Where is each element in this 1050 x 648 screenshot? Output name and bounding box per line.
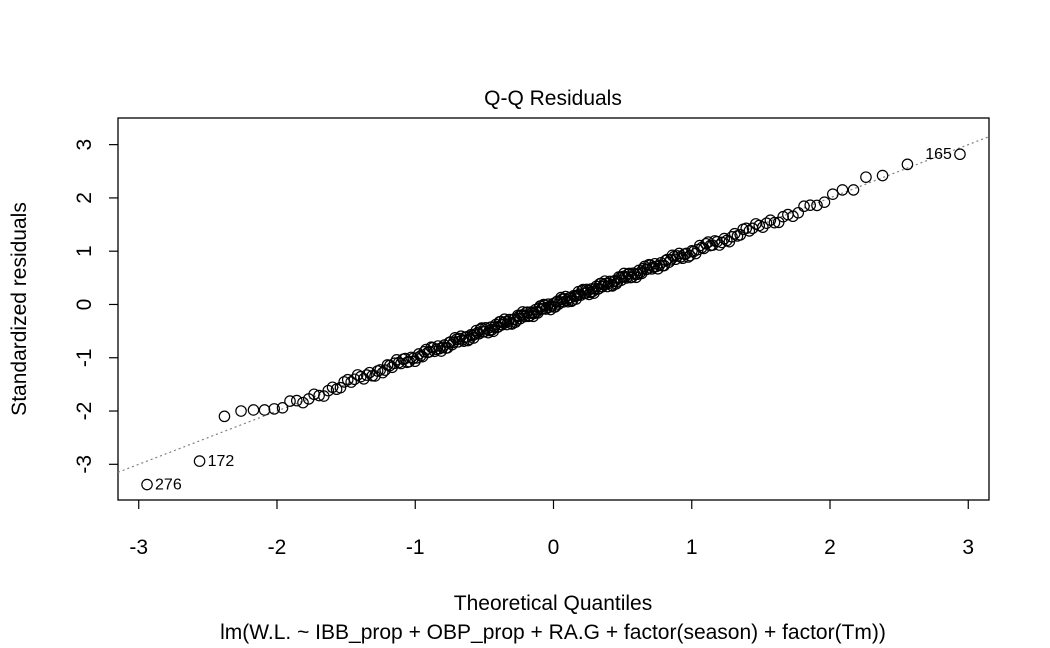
data-point [818, 196, 831, 208]
data-point [360, 369, 373, 381]
data-point [390, 353, 403, 366]
data-point [268, 403, 281, 415]
data-point [684, 249, 696, 262]
data-point [313, 389, 325, 402]
data-point [605, 279, 617, 291]
data-point [504, 317, 517, 330]
data-point [235, 405, 247, 417]
data-point [826, 188, 839, 200]
data-point [334, 381, 347, 394]
y-tick-label: -1 [73, 348, 96, 367]
y-tick-label: 3 [73, 139, 96, 151]
x-tick-label: -1 [406, 536, 425, 559]
data-point [804, 199, 817, 211]
y-tick-label: -2 [73, 402, 96, 421]
x-tick-label: 1 [686, 536, 698, 559]
point-label: 165 [925, 146, 952, 163]
y-tick-label: 2 [73, 192, 96, 204]
y-tick-label: 1 [73, 245, 96, 257]
data-point [258, 404, 271, 416]
x-axis-label: Theoretical Quantiles [454, 592, 652, 615]
data-point [836, 184, 849, 196]
data-point [768, 216, 781, 229]
data-point [757, 221, 769, 233]
data-point [634, 266, 647, 279]
data-point [901, 158, 914, 171]
data-point [193, 455, 206, 467]
model-subtitle: lm(W.L. ~ IBB_prop + OBP_prop + RA.G + f… [220, 621, 886, 644]
data-point [502, 315, 515, 328]
data-point [876, 169, 889, 182]
data-point [635, 267, 648, 280]
x-tick-label: 2 [824, 536, 836, 559]
data-point [276, 402, 289, 414]
y-tick-label: -3 [73, 455, 96, 474]
data-point [811, 199, 823, 212]
data-point [247, 404, 260, 416]
data-point [357, 373, 370, 385]
data-point [743, 225, 756, 237]
data-point [792, 206, 805, 219]
data-point [760, 217, 773, 229]
data-point [218, 410, 231, 423]
x-tick-label: 3 [962, 536, 974, 559]
point-label: 276 [155, 477, 182, 494]
data-point [740, 222, 753, 235]
data-point [954, 148, 966, 161]
x-tick-label: -3 [129, 536, 148, 559]
y-axis-label: Standardized residuals [8, 202, 31, 416]
data-point [290, 394, 303, 407]
data-point [666, 249, 679, 262]
data-point [798, 200, 810, 213]
data-point [345, 376, 357, 388]
data-point [297, 396, 309, 409]
data-point [284, 395, 296, 407]
data-point [341, 373, 354, 386]
chart-title: Q-Q Residuals [484, 87, 622, 110]
data-point [482, 326, 494, 339]
data-point [847, 184, 860, 196]
point-label: 172 [208, 453, 235, 470]
x-tick-label: -2 [268, 536, 287, 559]
data-point [860, 171, 872, 183]
data-point [726, 231, 738, 243]
data-point [141, 478, 153, 491]
x-tick-label: 0 [548, 536, 560, 559]
y-tick-label: 0 [73, 299, 96, 311]
